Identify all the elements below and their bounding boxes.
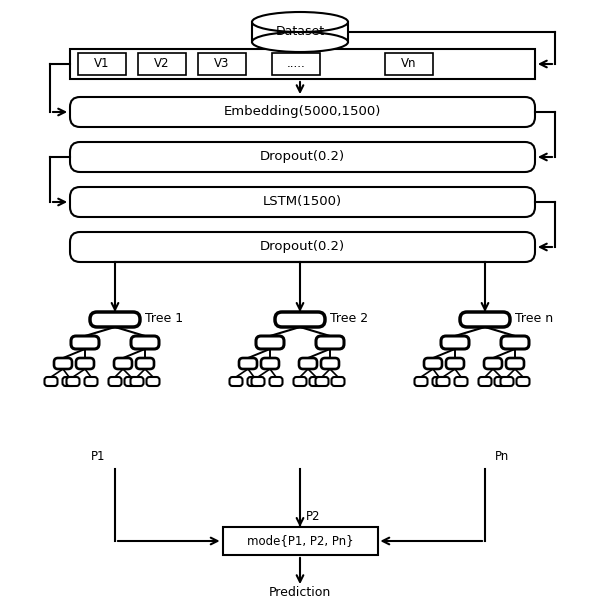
FancyBboxPatch shape xyxy=(433,377,445,386)
Text: V2: V2 xyxy=(154,57,170,70)
Text: Dropout(0.2): Dropout(0.2) xyxy=(260,241,345,254)
FancyBboxPatch shape xyxy=(251,377,265,386)
FancyBboxPatch shape xyxy=(62,377,76,386)
Text: Dropout(0.2): Dropout(0.2) xyxy=(260,150,345,164)
Bar xyxy=(70,49,535,79)
FancyBboxPatch shape xyxy=(501,336,529,349)
FancyBboxPatch shape xyxy=(275,312,325,327)
Bar xyxy=(252,22,348,42)
FancyBboxPatch shape xyxy=(500,377,514,386)
Text: Vn: Vn xyxy=(401,57,417,70)
FancyBboxPatch shape xyxy=(460,312,510,327)
Bar xyxy=(223,527,377,555)
Text: Embedding(5000,1500): Embedding(5000,1500) xyxy=(224,106,381,118)
FancyBboxPatch shape xyxy=(331,377,344,386)
Text: mode{P1, P2, Pn}: mode{P1, P2, Pn} xyxy=(247,534,353,547)
Bar xyxy=(138,53,186,75)
FancyBboxPatch shape xyxy=(239,358,257,369)
FancyBboxPatch shape xyxy=(424,358,442,369)
FancyBboxPatch shape xyxy=(109,377,121,386)
FancyBboxPatch shape xyxy=(85,377,97,386)
FancyBboxPatch shape xyxy=(441,336,469,349)
Ellipse shape xyxy=(252,12,348,32)
Text: Tree 1: Tree 1 xyxy=(145,312,183,325)
FancyBboxPatch shape xyxy=(484,358,502,369)
Text: Tree n: Tree n xyxy=(515,312,553,325)
FancyBboxPatch shape xyxy=(229,377,242,386)
FancyBboxPatch shape xyxy=(293,377,307,386)
Bar xyxy=(272,53,320,75)
FancyBboxPatch shape xyxy=(67,377,79,386)
FancyBboxPatch shape xyxy=(70,232,535,262)
FancyBboxPatch shape xyxy=(261,358,279,369)
FancyBboxPatch shape xyxy=(446,358,464,369)
FancyBboxPatch shape xyxy=(321,358,339,369)
FancyBboxPatch shape xyxy=(146,377,160,386)
FancyBboxPatch shape xyxy=(454,377,467,386)
Text: Prediction: Prediction xyxy=(269,586,331,597)
FancyBboxPatch shape xyxy=(316,377,329,386)
Text: .....: ..... xyxy=(287,57,305,70)
FancyBboxPatch shape xyxy=(90,312,140,327)
FancyBboxPatch shape xyxy=(70,187,535,217)
Text: P2: P2 xyxy=(306,510,320,524)
FancyBboxPatch shape xyxy=(269,377,283,386)
FancyBboxPatch shape xyxy=(71,336,99,349)
Text: Pn: Pn xyxy=(495,451,509,463)
FancyBboxPatch shape xyxy=(310,377,323,386)
FancyBboxPatch shape xyxy=(44,377,58,386)
Text: Dataset: Dataset xyxy=(275,26,325,38)
FancyBboxPatch shape xyxy=(316,336,344,349)
FancyBboxPatch shape xyxy=(114,358,132,369)
Text: P1: P1 xyxy=(91,451,105,463)
Bar xyxy=(78,53,126,75)
FancyBboxPatch shape xyxy=(70,97,535,127)
Text: V1: V1 xyxy=(94,57,110,70)
FancyBboxPatch shape xyxy=(131,377,143,386)
Text: LSTM(1500): LSTM(1500) xyxy=(263,195,342,208)
Bar xyxy=(198,53,246,75)
Text: V3: V3 xyxy=(214,57,230,70)
FancyBboxPatch shape xyxy=(479,377,491,386)
FancyBboxPatch shape xyxy=(54,358,72,369)
FancyBboxPatch shape xyxy=(136,358,154,369)
FancyBboxPatch shape xyxy=(70,142,535,172)
FancyBboxPatch shape xyxy=(76,358,94,369)
FancyBboxPatch shape xyxy=(415,377,427,386)
FancyBboxPatch shape xyxy=(299,358,317,369)
FancyBboxPatch shape xyxy=(125,377,137,386)
FancyBboxPatch shape xyxy=(256,336,284,349)
Ellipse shape xyxy=(252,32,348,52)
Bar xyxy=(385,53,433,75)
FancyBboxPatch shape xyxy=(517,377,529,386)
FancyBboxPatch shape xyxy=(248,377,260,386)
FancyBboxPatch shape xyxy=(494,377,508,386)
Text: Tree 2: Tree 2 xyxy=(330,312,368,325)
FancyBboxPatch shape xyxy=(436,377,449,386)
FancyBboxPatch shape xyxy=(131,336,159,349)
FancyBboxPatch shape xyxy=(506,358,524,369)
